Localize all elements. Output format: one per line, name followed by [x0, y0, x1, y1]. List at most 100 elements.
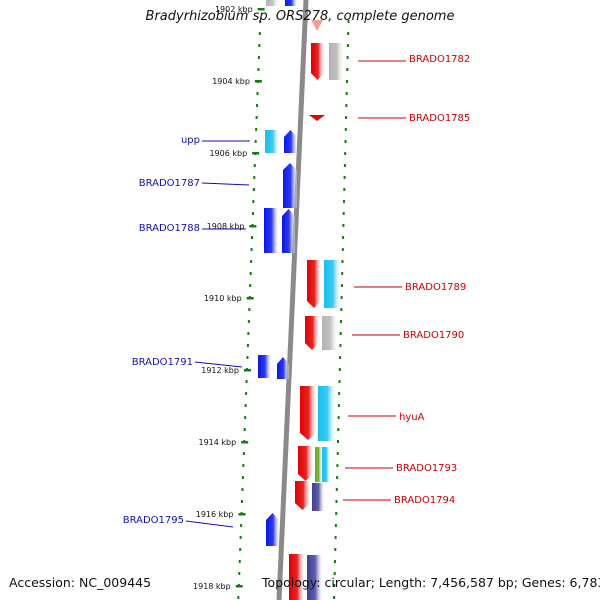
- right-track-dot: [345, 92, 348, 95]
- gene-arrow: [324, 260, 340, 308]
- scale-tick: [241, 441, 249, 444]
- left-track-dot: [250, 260, 253, 263]
- gene-arrow: [311, 43, 324, 80]
- right-track-dot: [338, 392, 341, 395]
- gene-label: BRADO1782: [409, 54, 470, 65]
- gene-arrow: [312, 483, 324, 511]
- gene-arrow: [311, 20, 323, 31]
- gene-label: BRADO1791: [132, 357, 193, 368]
- right-track-dot: [347, 20, 350, 23]
- leader-line: [194, 361, 243, 368]
- left-track-dot: [255, 116, 258, 119]
- right-track-dot: [340, 308, 343, 311]
- right-track-dot: [342, 224, 345, 227]
- right-track-dot: [340, 296, 343, 299]
- genome-title: Bradyrhizobium sp. ORS278, complete geno…: [145, 9, 455, 24]
- gene-arrow: [307, 260, 321, 308]
- gene-label: hyuA: [399, 412, 425, 423]
- left-track-dot: [239, 536, 242, 539]
- gene-arrow: [282, 209, 295, 253]
- left-track-dot: [237, 596, 240, 599]
- right-track-dot: [340, 320, 342, 323]
- scale-tick: [246, 297, 254, 300]
- right-track-dot: [335, 512, 338, 515]
- left-track-dot: [259, 20, 262, 23]
- left-track-dot: [246, 344, 249, 347]
- leader-line: [185, 520, 234, 528]
- gene-arrow: [266, 513, 279, 546]
- scale-label: 1914 kbp: [199, 438, 237, 447]
- scale-label: 1916 kbp: [196, 510, 234, 519]
- left-track-dot: [257, 56, 260, 59]
- left-track-dot: [256, 104, 259, 107]
- gene-arrow: [322, 447, 330, 482]
- right-track-dot: [340, 284, 343, 287]
- right-track-dot: [333, 584, 336, 587]
- left-track-dot: [240, 524, 243, 527]
- right-track-dot: [337, 404, 340, 407]
- left-track-dot: [247, 320, 250, 323]
- left-track-dot: [258, 32, 261, 35]
- left-track-dot: [253, 176, 256, 179]
- left-track-dot: [249, 284, 252, 287]
- gene-label: upp: [181, 135, 200, 146]
- gene-arrow: [309, 115, 325, 121]
- left-track-dot: [241, 488, 244, 491]
- gene-arrow: [265, 130, 279, 153]
- left-track-dot: [245, 380, 248, 383]
- scale-label: 1912 kbp: [201, 366, 239, 375]
- left-track-dot: [251, 236, 254, 239]
- right-track-dot: [336, 452, 339, 455]
- gene-label: BRADO1788: [139, 223, 200, 234]
- right-track-dot: [337, 440, 339, 443]
- gene-arrow: [277, 357, 289, 379]
- left-track-dot: [247, 332, 250, 335]
- scale-tick: [243, 369, 251, 372]
- right-track-dot: [339, 344, 342, 347]
- accession-text: Accession: NC_009445: [9, 575, 152, 590]
- right-track-dot: [334, 536, 337, 539]
- gene-arrow: [285, 0, 297, 6]
- right-track-dot: [334, 560, 336, 563]
- gene-label: BRADO1790: [403, 330, 464, 341]
- right-track-dot: [341, 272, 344, 275]
- right-track-dot: [345, 104, 348, 107]
- gene-arrow: [258, 355, 271, 378]
- right-track-dot: [342, 236, 345, 239]
- right-track-dot: [346, 68, 349, 71]
- left-track-dot: [257, 68, 260, 71]
- left-track-dot: [258, 44, 261, 47]
- left-track-dot: [239, 548, 242, 551]
- left-track-dot: [241, 476, 244, 479]
- right-track-dot: [335, 500, 338, 503]
- scale-tick: [235, 585, 243, 588]
- right-track-dot: [333, 572, 336, 575]
- gene-arrow: [264, 208, 278, 253]
- left-track-dot: [238, 572, 241, 575]
- right-track-dot: [336, 464, 339, 467]
- scale-tick: [238, 513, 246, 516]
- scale-tick: [249, 225, 257, 228]
- left-track-dot: [244, 416, 247, 419]
- right-track-dot: [344, 128, 347, 131]
- right-track-dot: [339, 356, 342, 359]
- right-track-dot: [343, 200, 345, 203]
- gene-label: BRADO1785: [409, 113, 470, 124]
- gene-arrow: [284, 130, 297, 153]
- left-track-dot: [253, 164, 256, 167]
- scale-label: 1918 kbp: [193, 582, 231, 591]
- gene-arrow: [298, 446, 313, 481]
- leader-line: [201, 182, 250, 186]
- genome-summary-text: Topology: circular; Length: 7,456,587 bp…: [262, 575, 600, 590]
- left-track-dot: [242, 452, 245, 455]
- right-track-dot: [343, 176, 346, 179]
- right-track-dot: [345, 116, 348, 119]
- left-track-dot: [248, 308, 251, 311]
- right-track-dot: [346, 44, 349, 47]
- right-track-dot: [344, 152, 347, 155]
- gene-label: BRADO1789: [405, 282, 466, 293]
- left-track-dot: [254, 140, 257, 143]
- right-track-dot: [336, 476, 339, 479]
- gene-arrow: [266, 0, 278, 6]
